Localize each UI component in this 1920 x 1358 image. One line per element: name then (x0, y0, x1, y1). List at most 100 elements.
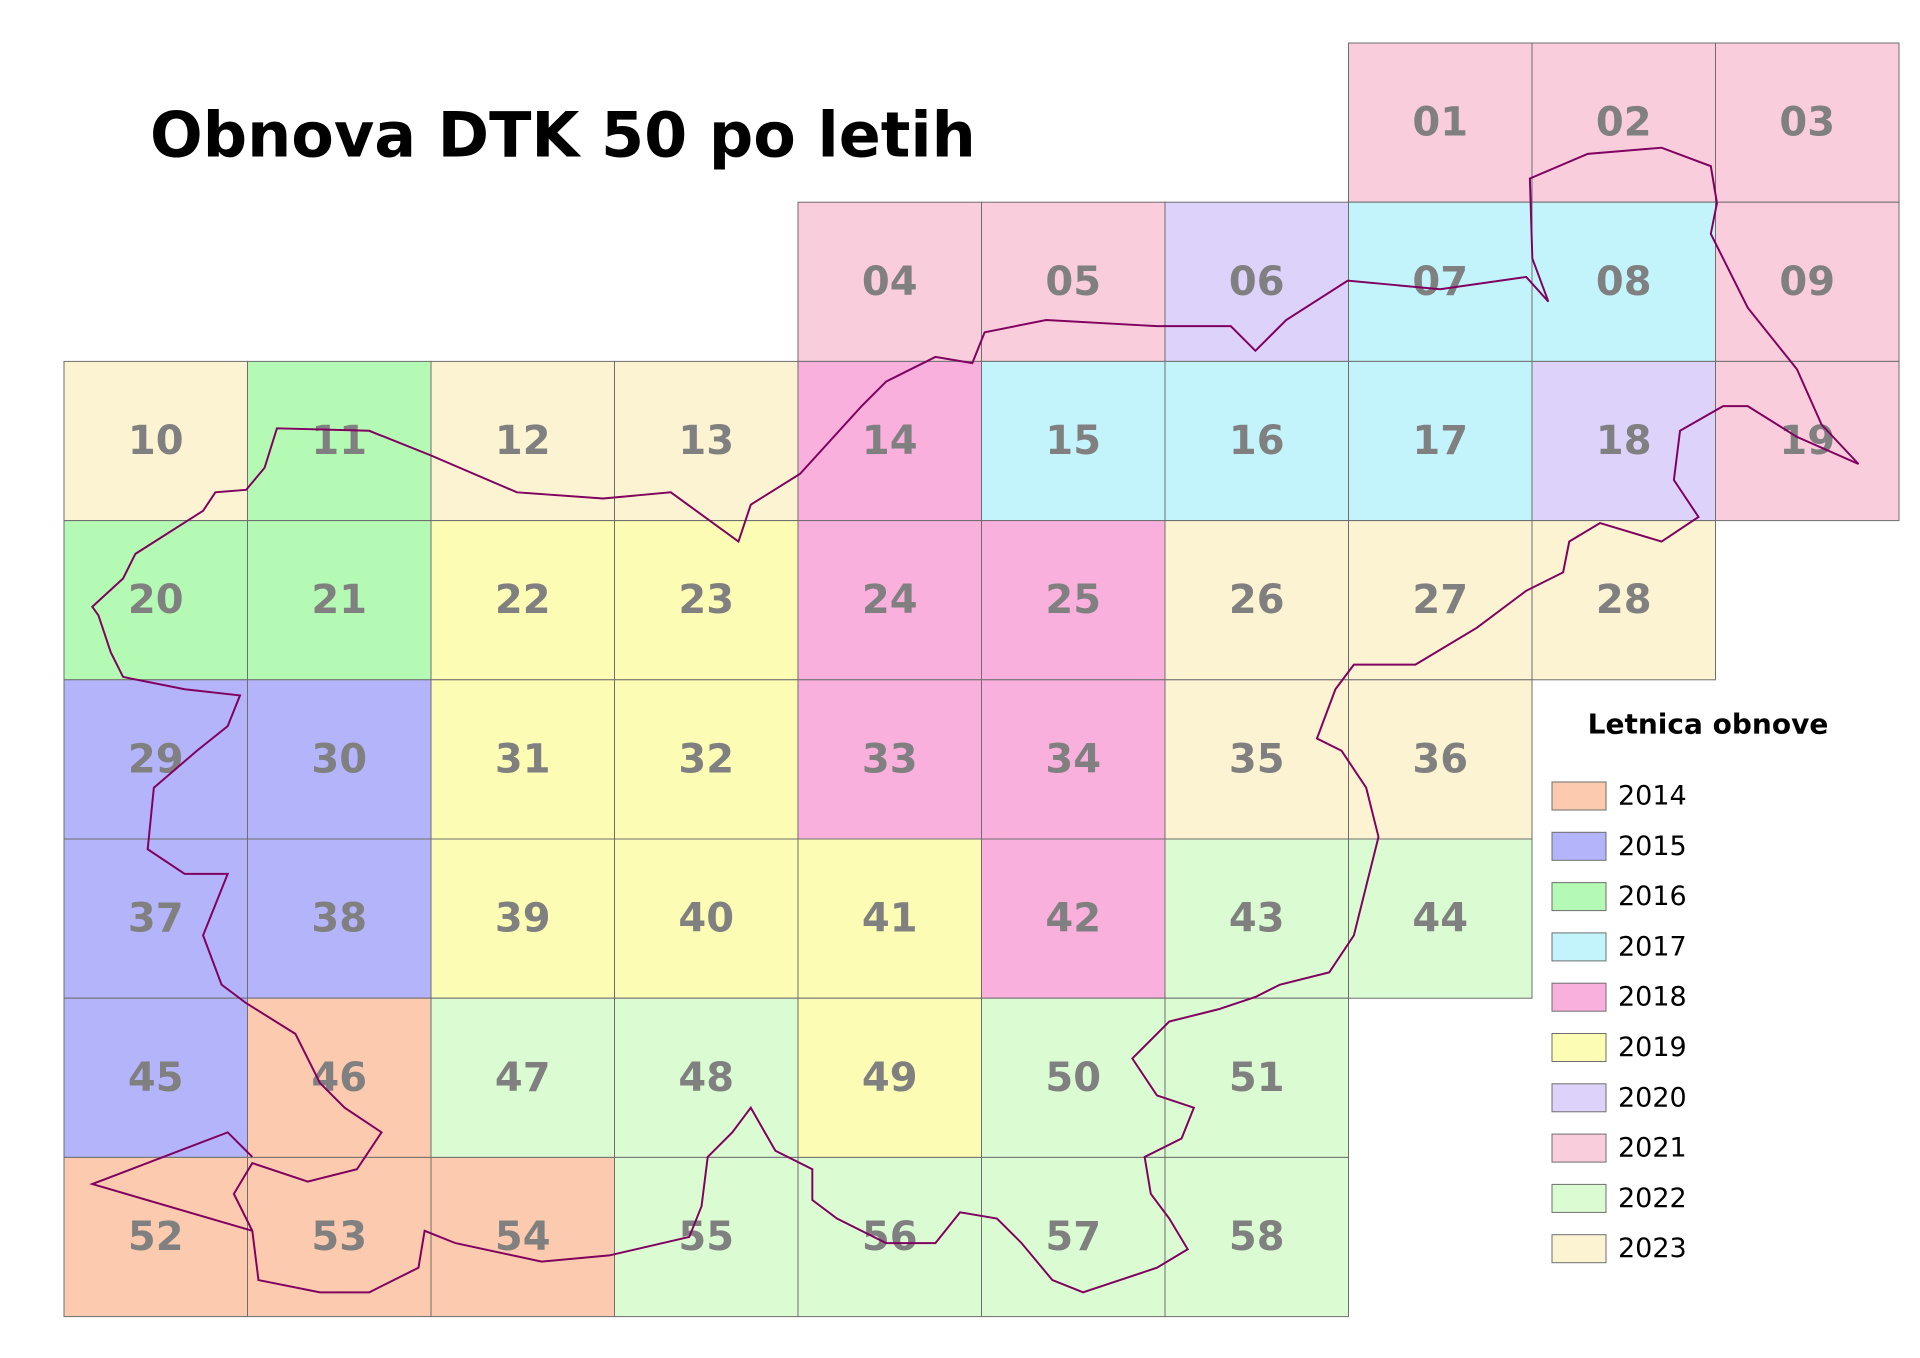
map-tile (63, 360, 248, 522)
tile-label: 07 (1412, 259, 1468, 305)
tile-label: 15 (1045, 418, 1101, 464)
tile-label: 44 (1412, 896, 1468, 942)
tile-label: 39 (495, 896, 551, 942)
legend-swatch (1551, 1234, 1607, 1264)
map-tile (614, 520, 799, 681)
legend-swatch (1551, 1133, 1607, 1163)
map-tile (430, 997, 615, 1158)
map-title: Obnova DTK 50 po letih (150, 99, 976, 172)
map-tile (63, 997, 248, 1158)
tile-label: 32 (678, 736, 734, 782)
tile-label: 09 (1779, 259, 1835, 305)
map-tile (63, 520, 248, 681)
tile-label: 48 (678, 1055, 734, 1101)
map-tile (981, 997, 1166, 1158)
tile-label: 18 (1596, 418, 1652, 464)
map-tile (797, 520, 982, 681)
legend-title: Letnica obnove (1588, 708, 1829, 741)
legend-swatch (1551, 982, 1607, 1012)
tile-label: 53 (311, 1214, 367, 1260)
map-tile (1348, 838, 1533, 999)
map-tile (247, 838, 432, 999)
map-tile (430, 679, 615, 840)
map-tile (981, 679, 1166, 840)
legend-label: 2023 (1618, 1233, 1687, 1264)
tile-label: 58 (1229, 1214, 1285, 1260)
tile-label: 35 (1229, 736, 1285, 782)
map-tile (981, 838, 1166, 999)
tile-label: 14 (862, 418, 918, 464)
map-tile (981, 360, 1166, 522)
tile-label: 11 (311, 418, 367, 464)
tile-label: 47 (495, 1055, 551, 1101)
tile-label: 41 (862, 896, 918, 942)
tile-label: 22 (495, 577, 551, 623)
border-group (89, 146, 1860, 1294)
tile-label: 33 (862, 736, 918, 782)
tile-label: 26 (1229, 577, 1285, 623)
tile-label: 46 (311, 1055, 367, 1101)
map-tile (1348, 360, 1533, 522)
map-tile (614, 1156, 799, 1318)
tile-label: 31 (495, 736, 551, 782)
tile-label: 36 (1412, 736, 1468, 782)
legend-label: 2018 (1618, 982, 1687, 1013)
legend-label: 2015 (1618, 831, 1687, 862)
map-tile (1348, 201, 1533, 362)
tile-label: 30 (311, 736, 367, 782)
map-tile (1164, 838, 1349, 999)
map-tile (797, 997, 982, 1158)
map-tile (247, 997, 432, 1158)
tile-label: 27 (1412, 577, 1468, 623)
map-tile (247, 1156, 432, 1318)
legend-label: 2017 (1618, 931, 1687, 962)
legend-swatch (1551, 1033, 1607, 1062)
country-border (89, 146, 1860, 1294)
tile-label: 49 (862, 1055, 918, 1101)
tile-label: 45 (128, 1055, 184, 1101)
map-tile (430, 838, 615, 999)
tile-label: 57 (1045, 1214, 1101, 1260)
tile-label: 20 (128, 577, 184, 623)
tile-label: 50 (1045, 1055, 1101, 1101)
legend-label: 2022 (1618, 1183, 1687, 1214)
legend-label: 2016 (1618, 881, 1687, 912)
tile-label: 42 (1045, 896, 1101, 942)
map-tile (797, 838, 982, 999)
tile-label: 02 (1596, 100, 1652, 146)
legend-swatch (1551, 1083, 1607, 1113)
legend-swatch (1551, 1183, 1607, 1213)
tile-label: 56 (862, 1214, 918, 1260)
tile-label: 23 (678, 577, 734, 623)
tile-label: 25 (1045, 577, 1101, 623)
tile-label: 28 (1596, 577, 1652, 623)
map-tile (1531, 520, 1716, 681)
map-tile (430, 360, 615, 522)
tile-label: 29 (128, 736, 184, 782)
map-tile (1164, 520, 1349, 681)
tile-label: 24 (862, 577, 918, 623)
tile-label: 01 (1412, 100, 1468, 146)
map-tile (1531, 360, 1716, 522)
map-tile (1164, 360, 1349, 522)
map-tile (797, 1156, 982, 1318)
map-tile (981, 201, 1166, 362)
map-tile (1348, 42, 1533, 203)
map-tile (981, 1156, 1166, 1318)
map-tile (1164, 679, 1349, 840)
tile-label: 03 (1779, 100, 1835, 146)
tile-label: 21 (311, 577, 367, 623)
map-tile (430, 520, 615, 681)
map-tile (981, 520, 1166, 681)
tile-label: 10 (128, 418, 184, 464)
legend-label: 2019 (1618, 1032, 1687, 1063)
legend-swatch (1551, 932, 1607, 962)
tile-label: 12 (495, 418, 551, 464)
legend-label: 2014 (1618, 781, 1687, 812)
tile-label: 37 (128, 896, 184, 942)
map-tile (797, 201, 982, 362)
tile-label: 54 (495, 1214, 551, 1260)
legend-swatch (1551, 882, 1607, 912)
